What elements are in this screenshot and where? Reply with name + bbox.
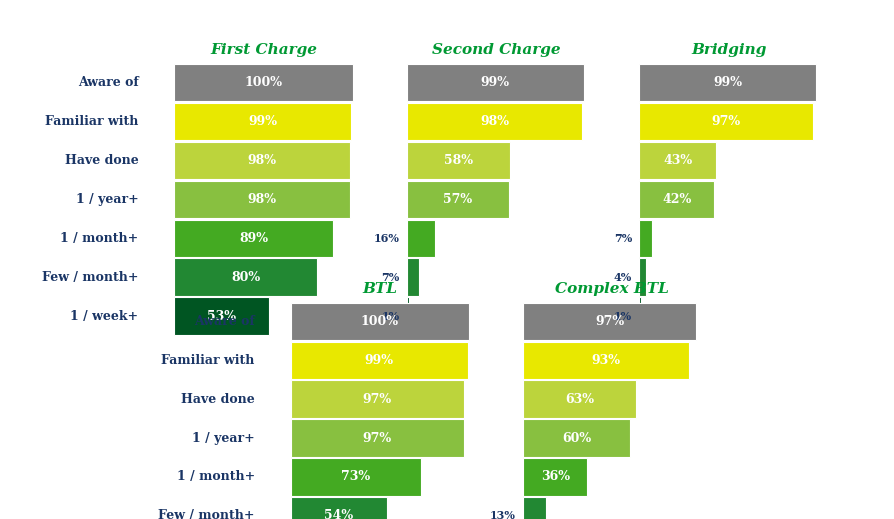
Text: BTL: BTL	[362, 282, 398, 296]
FancyBboxPatch shape	[291, 342, 468, 379]
Text: 1 / year+: 1 / year+	[76, 193, 139, 206]
Text: 1 / week+: 1 / week+	[71, 309, 139, 323]
Text: 99%: 99%	[365, 353, 393, 367]
Text: 97%: 97%	[595, 315, 624, 328]
FancyBboxPatch shape	[639, 297, 641, 335]
Text: 98%: 98%	[480, 115, 509, 128]
Text: Have done: Have done	[65, 154, 139, 167]
Text: 58%: 58%	[444, 154, 473, 167]
FancyBboxPatch shape	[639, 103, 813, 140]
FancyBboxPatch shape	[291, 419, 464, 457]
Text: Aware of: Aware of	[78, 76, 139, 89]
Text: 98%: 98%	[248, 193, 276, 206]
FancyBboxPatch shape	[407, 142, 510, 179]
Text: 54%: 54%	[325, 509, 353, 519]
Text: 7%: 7%	[382, 271, 400, 283]
FancyBboxPatch shape	[407, 258, 419, 296]
FancyBboxPatch shape	[639, 181, 714, 218]
FancyBboxPatch shape	[523, 380, 636, 418]
Text: 100%: 100%	[361, 315, 399, 328]
FancyBboxPatch shape	[523, 497, 546, 519]
Text: 42%: 42%	[662, 193, 691, 206]
Text: 97%: 97%	[363, 392, 392, 406]
FancyBboxPatch shape	[291, 380, 464, 418]
Text: Few / month+: Few / month+	[158, 509, 255, 519]
Text: 43%: 43%	[663, 154, 692, 167]
Text: Second Charge: Second Charge	[432, 43, 561, 57]
Text: Have done: Have done	[181, 392, 255, 406]
FancyBboxPatch shape	[639, 220, 652, 257]
Text: Few / month+: Few / month+	[42, 270, 139, 284]
Text: 53%: 53%	[207, 309, 236, 323]
FancyBboxPatch shape	[174, 258, 317, 296]
Text: 36%: 36%	[541, 470, 569, 484]
Text: Complex BTL: Complex BTL	[555, 282, 670, 296]
Text: 99%: 99%	[249, 115, 277, 128]
Text: 100%: 100%	[245, 76, 283, 89]
FancyBboxPatch shape	[174, 181, 350, 218]
FancyBboxPatch shape	[291, 303, 469, 340]
FancyBboxPatch shape	[291, 458, 421, 496]
FancyBboxPatch shape	[523, 342, 689, 379]
Text: 1 / month+: 1 / month+	[60, 231, 139, 245]
FancyBboxPatch shape	[174, 103, 351, 140]
FancyBboxPatch shape	[639, 142, 716, 179]
Text: 1 / year+: 1 / year+	[192, 431, 255, 445]
Text: 80%: 80%	[232, 270, 260, 284]
FancyBboxPatch shape	[639, 64, 816, 101]
Text: 63%: 63%	[565, 392, 594, 406]
Text: 97%: 97%	[712, 115, 740, 128]
Text: 98%: 98%	[248, 154, 276, 167]
Text: 97%: 97%	[363, 431, 392, 445]
Text: 1%: 1%	[382, 310, 400, 322]
Text: 99%: 99%	[481, 76, 510, 89]
Text: 16%: 16%	[374, 233, 400, 244]
FancyBboxPatch shape	[407, 103, 582, 140]
Text: 89%: 89%	[240, 231, 268, 245]
FancyBboxPatch shape	[523, 303, 696, 340]
FancyBboxPatch shape	[639, 258, 646, 296]
FancyBboxPatch shape	[407, 297, 409, 335]
Text: Familiar with: Familiar with	[162, 353, 255, 367]
Text: Bridging: Bridging	[691, 43, 766, 57]
Text: 57%: 57%	[443, 193, 472, 206]
FancyBboxPatch shape	[407, 181, 509, 218]
Text: Aware of: Aware of	[194, 315, 255, 328]
Text: 4%: 4%	[614, 271, 632, 283]
Text: Familiar with: Familiar with	[46, 115, 139, 128]
FancyBboxPatch shape	[174, 64, 353, 101]
Text: 73%: 73%	[342, 470, 370, 484]
Text: First Charge: First Charge	[210, 43, 317, 57]
Text: 1%: 1%	[614, 310, 632, 322]
Text: 93%: 93%	[592, 353, 620, 367]
FancyBboxPatch shape	[291, 497, 387, 519]
FancyBboxPatch shape	[174, 297, 269, 335]
FancyBboxPatch shape	[407, 220, 435, 257]
Text: 60%: 60%	[562, 431, 591, 445]
FancyBboxPatch shape	[523, 419, 630, 457]
Text: 1 / month+: 1 / month+	[176, 470, 255, 484]
Text: 7%: 7%	[614, 233, 632, 244]
Text: 99%: 99%	[713, 76, 742, 89]
Text: 13%: 13%	[490, 510, 516, 519]
FancyBboxPatch shape	[174, 220, 333, 257]
FancyBboxPatch shape	[523, 458, 587, 496]
FancyBboxPatch shape	[407, 64, 584, 101]
FancyBboxPatch shape	[174, 142, 350, 179]
